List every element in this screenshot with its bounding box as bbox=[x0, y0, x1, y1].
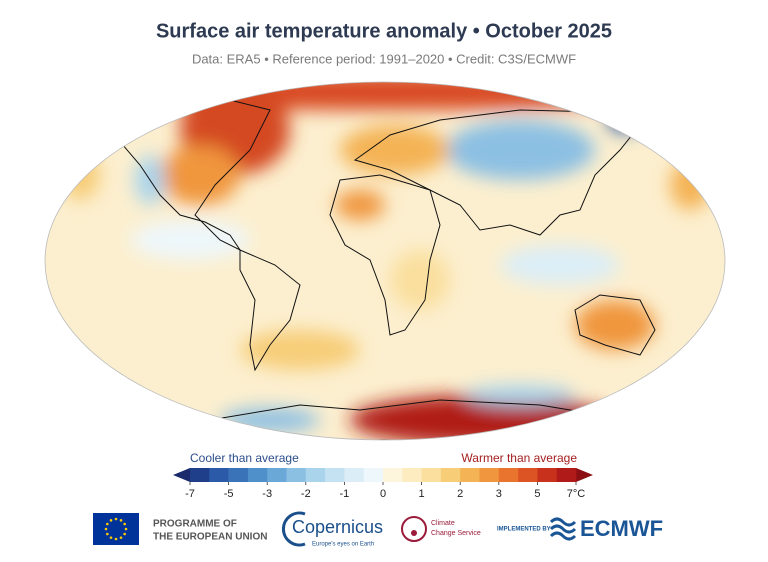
colorbar-box bbox=[479, 468, 500, 482]
eu-star bbox=[104, 527, 108, 531]
tick-label: 7°C bbox=[567, 488, 586, 500]
tick-label: -2 bbox=[301, 488, 311, 500]
colorbar-box bbox=[363, 468, 384, 482]
eu-star bbox=[124, 527, 128, 531]
colorbar-over bbox=[576, 468, 593, 482]
colorbar-box bbox=[402, 468, 422, 482]
eu-text: THE EUROPEAN UNION bbox=[153, 532, 267, 543]
copernicus-logo: Copernicus Europe's eyes on Earth bbox=[282, 511, 383, 548]
map-frame bbox=[44, 81, 726, 441]
copernicus-tagline: Europe's eyes on Earth bbox=[312, 542, 374, 548]
eu-star bbox=[123, 522, 126, 526]
tick-label: -7 bbox=[185, 488, 195, 500]
eu-text: PROGRAMME OF bbox=[153, 519, 237, 530]
tick-label: 3 bbox=[496, 488, 502, 500]
colorbar-box bbox=[537, 468, 557, 482]
colorbar-box bbox=[518, 468, 538, 482]
colorbar-box bbox=[383, 468, 403, 482]
eu-star bbox=[114, 537, 118, 541]
colorbar-box bbox=[267, 468, 287, 482]
subtitle: Data: ERA5 • Reference period: 1991–2020… bbox=[192, 51, 576, 66]
c3s-text: Change Service bbox=[431, 530, 481, 537]
colorbar-box bbox=[440, 468, 461, 482]
ecmwf-name: ECMWF bbox=[580, 516, 663, 541]
colorbar-box bbox=[498, 468, 519, 482]
colorbar-box bbox=[190, 468, 210, 482]
colorbar-box bbox=[556, 468, 577, 482]
colorbar: -7 -5 -3 -2 -1 0 1 2 3 5 7°C bbox=[173, 468, 593, 500]
tick-label: 0 bbox=[380, 488, 386, 500]
colorbar-under bbox=[173, 468, 190, 482]
colorbar-box bbox=[421, 468, 442, 482]
cooler-label: Cooler than average bbox=[190, 451, 299, 465]
ecmwf-logo: IMPLEMENTED BY ECMWF bbox=[497, 516, 663, 541]
copernicus-name: Copernicus bbox=[292, 517, 383, 537]
implemented-by: IMPLEMENTED BY bbox=[497, 527, 551, 533]
eu-star bbox=[106, 532, 109, 536]
tick-label: 2 bbox=[457, 488, 463, 500]
colorbar-box bbox=[325, 468, 345, 482]
colorbar-box bbox=[286, 468, 307, 482]
colorbar-box bbox=[209, 468, 229, 482]
eu-star bbox=[119, 536, 123, 539]
colorbar-box bbox=[247, 468, 268, 482]
eu-star bbox=[123, 532, 126, 536]
tick-label: -5 bbox=[224, 488, 234, 500]
eu-star bbox=[119, 519, 123, 522]
tick-label: -1 bbox=[340, 488, 350, 500]
warmer-label: Warmer than average bbox=[461, 451, 577, 465]
colorbar-box bbox=[460, 468, 480, 482]
eu-star bbox=[109, 536, 113, 539]
colorbar-box bbox=[228, 468, 249, 482]
colorbar-box bbox=[305, 468, 326, 482]
eu-logo: PROGRAMME OF THE EUROPEAN UNION bbox=[93, 513, 267, 545]
colorbar-box bbox=[344, 468, 364, 482]
title: Surface air temperature anomaly • Octobe… bbox=[156, 20, 612, 42]
tick-label: 1 bbox=[419, 488, 425, 500]
tick-label: -3 bbox=[262, 488, 272, 500]
eu-star bbox=[114, 517, 118, 521]
eu-star bbox=[109, 519, 113, 522]
tick-label: 5 bbox=[534, 488, 540, 500]
map bbox=[45, 82, 725, 440]
eu-star bbox=[106, 522, 109, 526]
c3s-text: Climate bbox=[431, 520, 455, 527]
c3s-logo: Climate Change Service bbox=[401, 516, 481, 542]
